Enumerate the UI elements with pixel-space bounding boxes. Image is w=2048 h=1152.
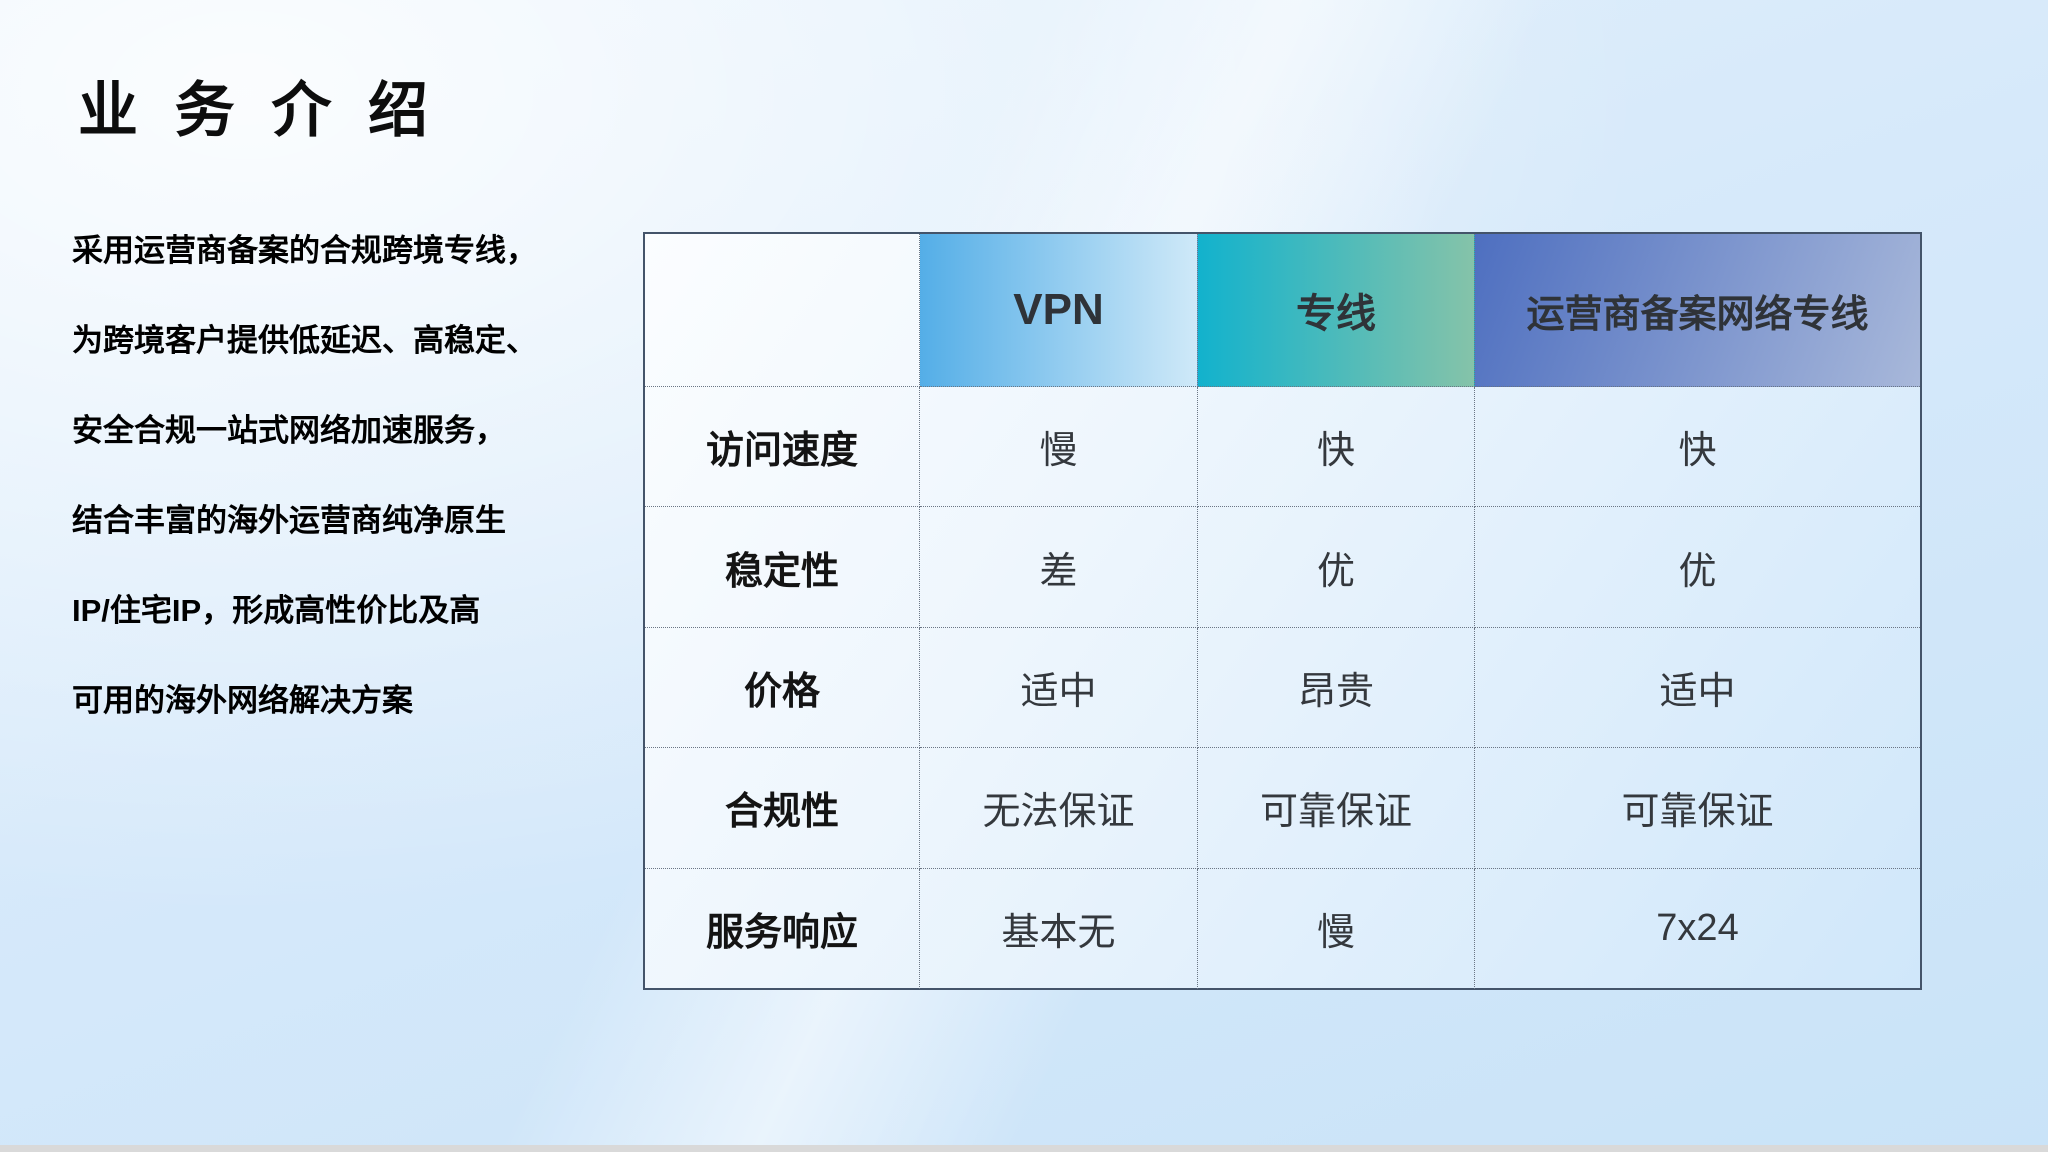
table-cell: 差 [920, 507, 1198, 628]
description-line: 采用运营商备案的合规跨境专线， [72, 233, 537, 268]
table-cell: 基本无 [920, 868, 1198, 989]
description-line: 可用的海外网络解决方案 [72, 683, 413, 718]
row-label-price: 价格 [645, 627, 920, 749]
table-cell: 优 [1475, 507, 1920, 628]
table-cell: 可靠保证 [1198, 748, 1475, 869]
table-cell: 适中 [1475, 628, 1920, 749]
row-label-compliance: 合规性 [645, 748, 920, 869]
row-label-service-response: 服务响应 [645, 868, 920, 989]
table-cell: 7x24 [1656, 907, 1739, 950]
description-line: 为跨境客户提供低延迟、高稳定、 [72, 323, 537, 358]
table-cell: 慢 [1198, 868, 1475, 989]
table-header-vpn: VPN [920, 234, 1198, 387]
page-title: 业 务 介 绍 [78, 77, 439, 144]
description-line: 安全合规一站式网络加速服务， [72, 413, 506, 448]
table-cell: 快 [1198, 387, 1475, 508]
table-cell: 昂贵 [1198, 627, 1475, 749]
table-cell: 快 [1475, 387, 1920, 508]
table-header-carrier-line: 运营商备案网络专线 [1475, 234, 1920, 387]
table-header-dedicated-line: 专线 [1198, 234, 1475, 387]
table-header-empty [645, 234, 920, 387]
table-cell: 无法保证 [920, 748, 1198, 869]
business-description: 采用运营商备案的合规跨境专线， 为跨境客户提供低延迟、高稳定、 安全合规一站式网… [72, 206, 652, 746]
table-cell: 慢 [920, 387, 1198, 508]
table-cell: 可靠保证 [1475, 748, 1920, 869]
row-label-stability: 稳定性 [645, 507, 920, 628]
bottom-edge-strip [0, 1145, 2048, 1152]
comparison-table: VPN 专线 运营商备案网络专线 访问速度 慢 快 快 稳定性 差 优 优 价格… [643, 232, 1922, 990]
table-cell: 适中 [920, 627, 1198, 749]
table-cell: 优 [1198, 507, 1475, 628]
description-line: 结合丰富的海外运营商纯净原生 [72, 503, 506, 538]
row-label-access-speed: 访问速度 [645, 387, 920, 508]
description-line: IP/住宅IP，形成高性价比及高 [72, 593, 481, 628]
